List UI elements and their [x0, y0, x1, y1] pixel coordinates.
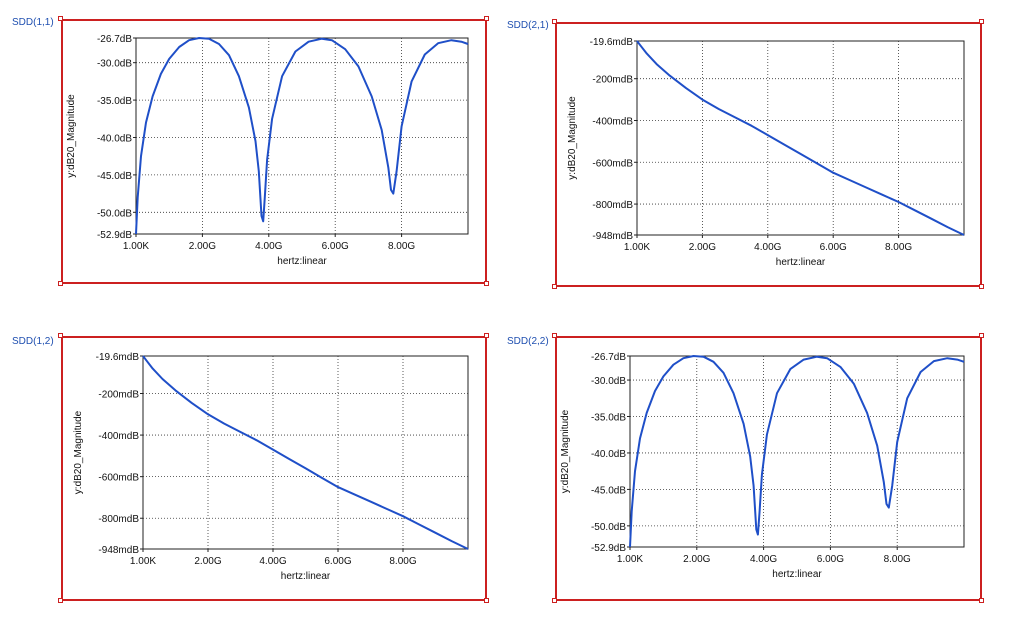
y-tick-label: -52.9dB [591, 543, 626, 554]
resize-handle[interactable] [979, 598, 984, 603]
x-tick-label: 6.00G [820, 242, 847, 253]
y-tick-label: -19.6mdB [590, 37, 634, 48]
frame-sdd21[interactable] [555, 22, 982, 287]
x-tick-label: 4.00G [750, 554, 777, 565]
y-tick-label: -200mdB [98, 390, 139, 401]
resize-handle[interactable] [552, 333, 557, 338]
y-tick-label: -19.6mdB [96, 352, 140, 363]
y-axis-label: y:dB20_Magnitude [73, 410, 84, 494]
x-tick-label: 8.00G [388, 241, 415, 252]
y-axis-label: y:dB20_Magnitude [567, 96, 578, 180]
y-tick-label: -800mdB [592, 200, 633, 211]
frame-sdd22[interactable] [555, 336, 982, 601]
x-tick-label: 1.00K [123, 241, 149, 252]
resize-handle[interactable] [979, 284, 984, 289]
x-tick-label: 6.00G [324, 556, 351, 567]
x-axis-label: hertz:linear [776, 257, 826, 268]
panel-title-sdd22: SDD(2,2) [507, 336, 549, 347]
x-tick-label: 4.00G [754, 242, 781, 253]
resize-handle[interactable] [58, 333, 63, 338]
panel-title-sdd12: SDD(1,2) [12, 336, 54, 347]
series-line [636, 40, 965, 236]
series-line [135, 37, 469, 235]
x-axis-label: hertz:linear [281, 571, 331, 582]
y-tick-label: -50.0dB [97, 208, 132, 219]
y-tick-label: -45.0dB [591, 485, 626, 496]
y-tick-label: -26.7dB [97, 34, 132, 45]
x-tick-label: 6.00G [817, 554, 844, 565]
resize-handle[interactable] [58, 16, 63, 21]
resize-handle[interactable] [58, 281, 63, 286]
x-tick-label: 1.00K [617, 554, 643, 565]
x-axis-label: hertz:linear [277, 256, 327, 267]
y-axis-label: y:dB20_Magnitude [66, 94, 77, 178]
y-tick-label: -50.0dB [591, 522, 626, 533]
series-line [142, 355, 469, 550]
y-tick-label: -35.0dB [97, 96, 132, 107]
y-tick-label: -948mdB [592, 231, 633, 242]
y-tick-label: -30.0dB [97, 59, 132, 70]
x-tick-label: 2.00G [189, 241, 216, 252]
y-tick-label: -26.7dB [591, 352, 626, 363]
plot-area [135, 37, 469, 235]
resize-handle[interactable] [484, 16, 489, 21]
y-axis-label: y:dB20_Magnitude [560, 409, 571, 493]
plot-area [629, 355, 965, 548]
x-tick-label: 2.00G [194, 556, 221, 567]
resize-handle[interactable] [58, 598, 63, 603]
y-tick-label: -200mdB [592, 75, 633, 86]
y-tick-label: -35.0dB [591, 413, 626, 424]
y-tick-label: -800mdB [98, 514, 139, 525]
y-tick-label: -400mdB [98, 431, 139, 442]
y-tick-label: -30.0dB [591, 376, 626, 387]
x-tick-label: 8.00G [389, 556, 416, 567]
x-tick-label: 2.00G [689, 242, 716, 253]
x-tick-label: 2.00G [683, 554, 710, 565]
y-tick-label: -40.0dB [591, 449, 626, 460]
resize-handle[interactable] [552, 598, 557, 603]
x-tick-label: 6.00G [322, 241, 349, 252]
resize-handle[interactable] [484, 281, 489, 286]
x-tick-label: 1.00K [624, 242, 650, 253]
plot-area [142, 355, 469, 550]
y-tick-label: -400mdB [592, 116, 633, 127]
x-tick-label: 1.00K [130, 556, 156, 567]
x-tick-label: 4.00G [259, 556, 286, 567]
resize-handle[interactable] [484, 598, 489, 603]
x-tick-label: 4.00G [255, 241, 282, 252]
series-line [629, 355, 965, 548]
x-tick-label: 8.00G [885, 242, 912, 253]
resize-handle[interactable] [979, 333, 984, 338]
frame-sdd11[interactable] [61, 19, 487, 284]
panel-title-sdd11: SDD(1,1) [12, 17, 54, 28]
plot-area [636, 40, 965, 236]
y-tick-label: -52.9dB [97, 230, 132, 241]
y-tick-label: -600mdB [592, 158, 633, 169]
y-tick-label: -600mdB [98, 473, 139, 484]
resize-handle[interactable] [552, 284, 557, 289]
x-axis-label: hertz:linear [772, 569, 822, 580]
resize-handle[interactable] [979, 19, 984, 24]
y-tick-label: -40.0dB [97, 133, 132, 144]
panel-title-sdd21: SDD(2,1) [507, 20, 549, 31]
x-tick-label: 8.00G [884, 554, 911, 565]
y-tick-label: -45.0dB [97, 171, 132, 182]
frame-sdd12[interactable] [61, 336, 487, 601]
y-tick-label: -948mdB [98, 545, 139, 556]
resize-handle[interactable] [552, 19, 557, 24]
resize-handle[interactable] [484, 333, 489, 338]
